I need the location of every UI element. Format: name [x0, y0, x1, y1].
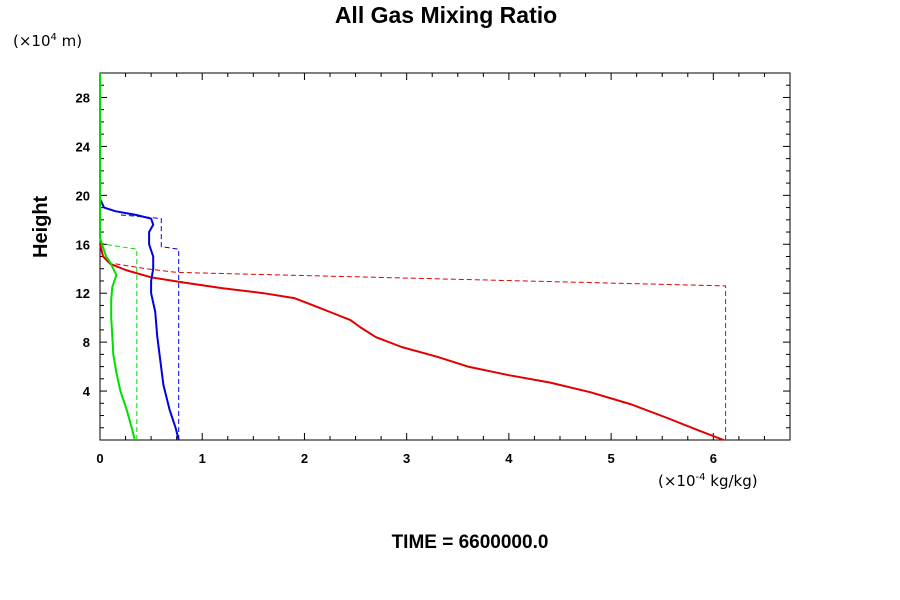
- x-tick-label: 6: [710, 451, 717, 466]
- y-unit-exponent: 4: [50, 32, 57, 43]
- y-tick-label: 24: [76, 139, 91, 154]
- x-unit-suffix: kg/kg): [705, 472, 758, 490]
- y-axis-unit: (×104 m): [13, 32, 82, 50]
- series-line-blue-dashed: [120, 214, 180, 440]
- series-line-green-dashed: [99, 241, 138, 440]
- x-tick-label: 3: [403, 451, 410, 466]
- x-tick-label: 5: [607, 451, 614, 466]
- y-unit-prefix: (×10: [13, 32, 51, 50]
- x-tick-label: 1: [199, 451, 206, 466]
- y-tick-label: 16: [76, 237, 90, 252]
- x-unit-exponent: -4: [695, 472, 706, 483]
- series-line-green-solid: [99, 73, 136, 441]
- series-line-blue-solid: [99, 198, 180, 441]
- plot-frame: [99, 72, 791, 441]
- x-tick-label: 4: [505, 451, 513, 466]
- y-tick-label: 12: [76, 286, 90, 301]
- x-tick-label: 2: [301, 451, 308, 466]
- chart-title: All Gas Mixing Ratio: [334, 2, 558, 28]
- y-tick-label: 28: [76, 90, 90, 105]
- x-unit-prefix: (×10: [658, 472, 696, 490]
- series-line-red-dashed: [115, 263, 727, 440]
- x-tick-label: 0: [96, 451, 103, 466]
- y-tick-label: 4: [83, 384, 91, 399]
- series-line-red-solid: [99, 244, 724, 441]
- time-annotation: TIME = 6600000.0: [391, 532, 549, 553]
- x-axis-unit: (×10-4 kg/kg): [658, 472, 758, 490]
- y-tick-label: 20: [76, 188, 90, 203]
- y-tick-label: 8: [83, 335, 90, 350]
- y-unit-suffix: m): [56, 32, 83, 50]
